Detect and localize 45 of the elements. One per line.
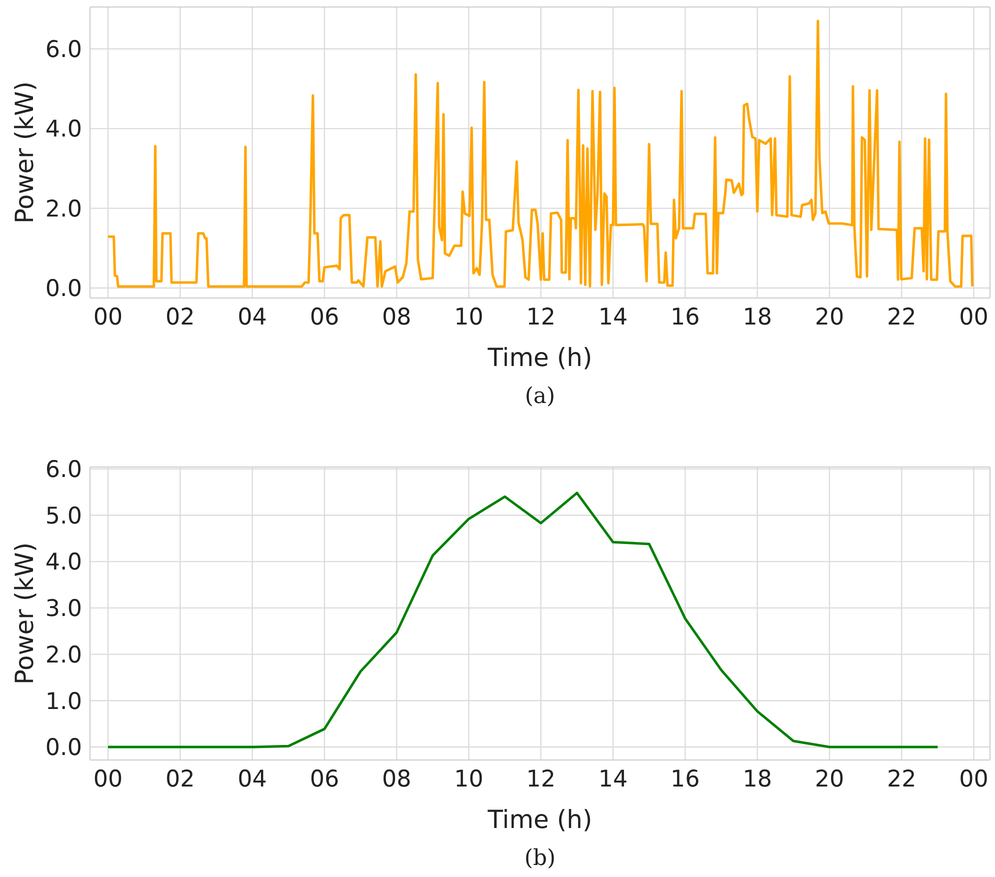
x-tick-label: 08	[382, 766, 412, 792]
y-tick-label: 0.0	[45, 276, 82, 302]
x-tick-label: 00	[93, 304, 123, 330]
y-tick-label: 3.0	[45, 596, 82, 622]
y-tick-label: 2.0	[45, 196, 82, 222]
x-tick-label: 06	[310, 304, 340, 330]
x-tick-label: 04	[238, 766, 267, 792]
y-tick-label: 4.0	[45, 550, 82, 576]
x-tick-label: 22	[886, 766, 916, 792]
x-tick-label: 02	[166, 766, 195, 792]
x-tick-label: 20	[814, 766, 844, 792]
x-tick-label: 18	[742, 766, 772, 792]
y-tick-label: 2.0	[45, 642, 82, 668]
x-tick-label: 08	[382, 304, 412, 330]
y-axis-title: Power (kW)	[10, 542, 39, 685]
x-tick-label: 22	[886, 304, 916, 330]
y-tick-label: 4.0	[45, 116, 82, 143]
x-tick-label: 14	[598, 304, 628, 330]
y-tick-label: 5.0	[45, 503, 82, 530]
x-tick-label: 04	[238, 304, 267, 330]
x-tick-label: 16	[670, 304, 700, 330]
x-tick-label: 14	[598, 766, 628, 792]
text: (a)	[524, 384, 556, 409]
text: (b)	[523, 846, 557, 871]
x-tick-label: 00	[959, 304, 988, 330]
x-tick-label: 16	[670, 766, 700, 792]
line-series	[106, 20, 974, 288]
x-tick-label: 10	[454, 766, 484, 792]
x-tick-label: 18	[742, 304, 772, 330]
x-tick-label: 00	[93, 766, 123, 792]
x-tick-label: 10	[454, 304, 484, 330]
x-tick-label: 02	[166, 304, 195, 330]
y-tick-label: 6.0	[45, 457, 82, 484]
x-tick-label: 20	[814, 304, 844, 330]
y-axis-title: Power (kW)	[10, 81, 39, 224]
y-tick-label: 0.0	[45, 735, 82, 762]
y-tick-label: 6.0	[45, 37, 82, 64]
x-tick-label: 12	[526, 304, 556, 330]
line-series	[106, 492, 939, 748]
y-tick-label: 1.0	[45, 688, 82, 715]
x-tick-label: 12	[526, 766, 556, 792]
x-axis-title: Time (h)	[486, 805, 592, 834]
x-axis-title: Time (h)	[486, 343, 592, 372]
x-tick-label: 00	[959, 766, 988, 792]
x-tick-label: 06	[310, 766, 340, 792]
